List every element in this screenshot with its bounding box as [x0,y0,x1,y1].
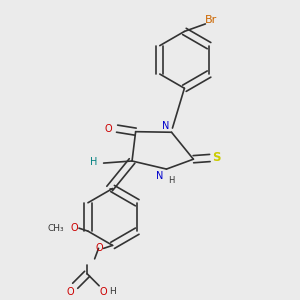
Text: S: S [212,152,221,164]
Text: N: N [156,171,164,181]
Text: N: N [162,121,169,131]
Text: H: H [90,157,98,167]
Text: O: O [66,287,74,297]
Text: Br: Br [206,15,218,25]
Text: O: O [70,223,78,233]
Text: O: O [95,243,103,254]
Text: CH₃: CH₃ [47,224,64,233]
Text: O: O [105,124,112,134]
Text: H: H [168,176,174,185]
Text: H: H [110,287,116,296]
Text: O: O [100,287,107,297]
